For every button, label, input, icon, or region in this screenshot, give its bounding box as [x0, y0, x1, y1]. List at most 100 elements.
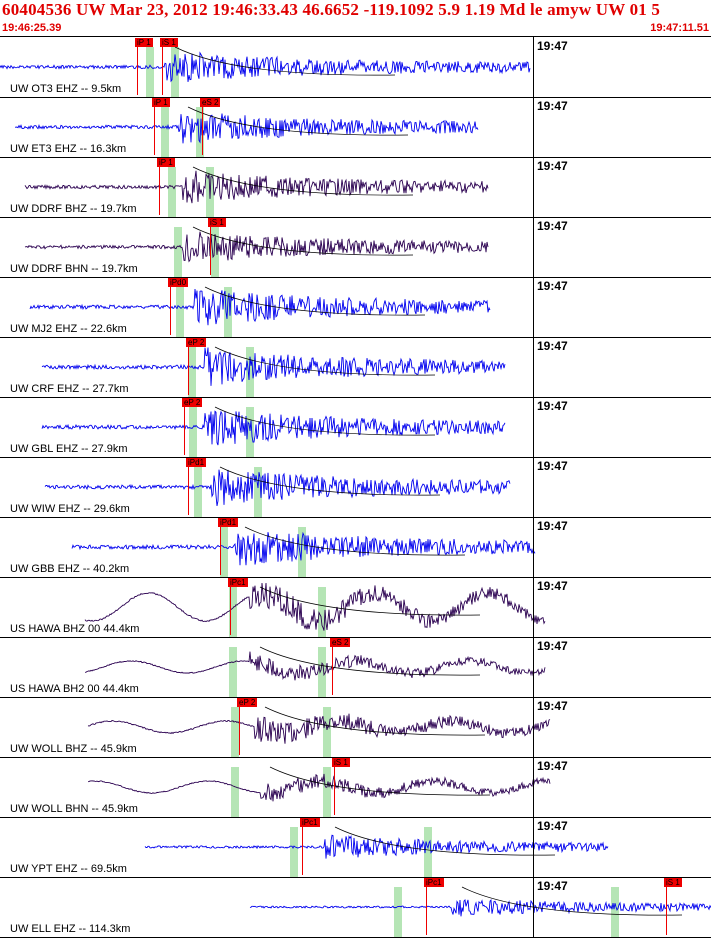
waveform-trace	[24, 226, 489, 263]
phase-window-band	[318, 647, 326, 697]
phase-pick-label[interactable]: iS 1	[208, 218, 226, 227]
seismogram-panel[interactable]: iP 1 iS 1 19:47 UW OT3 EHZ -- 9.5km	[0, 37, 711, 98]
phase-pick-label[interactable]: iPc1	[228, 578, 248, 587]
seismogram-panel[interactable]: iP 1 19:47 UW DDRF BHZ -- 19.7km	[0, 157, 711, 218]
time-mark-line	[533, 637, 534, 697]
waveform-path	[44, 469, 511, 506]
seismogram-panel[interactable]: iPd1 19:47 UW WIW EHZ -- 29.6km	[0, 457, 711, 518]
phase-window-band	[254, 467, 262, 517]
panel-time-mark: 19:47	[537, 879, 568, 893]
seismogram-panel[interactable]: eP 2 19:47 UW WOLL BHZ -- 45.9km	[0, 697, 711, 758]
phase-pick-label[interactable]: iPc1	[300, 818, 320, 827]
waveform-path	[29, 288, 491, 326]
waveform-path	[24, 170, 489, 204]
phase-pick-label[interactable]: eS 2	[330, 638, 351, 647]
phase-window-band	[224, 287, 232, 337]
station-channel-label: US HAWA BH2 00 44.4km	[10, 683, 139, 695]
station-channel-label: US HAWA BHZ 00 44.4km	[10, 623, 140, 635]
waveform-trace	[41, 406, 506, 446]
seismogram-panel[interactable]: eP 2 19:47 UW CRF EHZ -- 27.7km	[0, 337, 711, 398]
seismogram-panel[interactable]: eP 2 19:47 UW GBL EHZ -- 27.9km	[0, 397, 711, 458]
seismogram-panel[interactable]: iPc1 iS 1 19:47 UW ELL EHZ -- 114.3km	[0, 877, 711, 938]
phase-window-band	[189, 407, 197, 457]
phase-window-band	[188, 347, 196, 397]
time-mark-line	[533, 577, 534, 637]
waveform-path	[0, 51, 531, 83]
phase-window-band	[194, 467, 202, 517]
seismogram-panel[interactable]: iS 1 19:47 UW DDRF BHN -- 19.7km	[0, 217, 711, 278]
waveform-path	[249, 899, 711, 917]
waveform-path	[15, 113, 479, 144]
phase-window-band	[146, 47, 154, 97]
waveform-trace	[84, 646, 546, 681]
waveform-path	[41, 347, 506, 386]
phase-window-band	[611, 887, 619, 937]
waveform-trace	[15, 106, 479, 144]
phase-pick-marker	[239, 707, 240, 755]
waveform-trace	[144, 826, 609, 859]
seismogram-panel[interactable]: iPc1 19:47 UW YPT EHZ -- 69.5km	[0, 817, 711, 878]
phase-pick-label[interactable]: eS 2	[200, 98, 221, 107]
phase-pick-label[interactable]: iP 1	[152, 98, 170, 107]
station-channel-label: UW ELL EHZ -- 114.3km	[10, 923, 131, 935]
waveform-trace	[84, 582, 546, 631]
phase-pick-label[interactable]: iP 1	[157, 158, 175, 167]
station-channel-label: UW OT3 EHZ -- 9.5km	[10, 83, 122, 95]
seismogram-panel[interactable]: iPd0 19:47 UW MJ2 EHZ -- 22.6km	[0, 277, 711, 338]
phase-pick-label[interactable]: eP 2	[182, 398, 203, 407]
phase-window-band	[323, 767, 331, 817]
seismogram-panel[interactable]: iPd1 19:47 UW GBB EHZ -- 40.2km	[0, 517, 711, 578]
seismogram-panel[interactable]: iP 1 eS 2 19:47 UW ET3 EHZ -- 16.3km	[0, 97, 711, 158]
coda-decay-curve	[259, 646, 481, 676]
phase-pick-marker	[210, 227, 211, 275]
station-channel-label: UW CRF EHZ -- 27.7km	[10, 383, 129, 395]
phase-window-band	[394, 887, 402, 937]
phase-pick-label[interactable]: iS 1	[664, 878, 682, 887]
panel-time-mark: 19:47	[537, 819, 568, 833]
coda-decay-curve	[264, 706, 486, 736]
phase-pick-label[interactable]: iPd0	[168, 278, 189, 287]
phase-pick-label[interactable]: iPc1	[424, 878, 444, 887]
time-mark-line	[533, 517, 534, 577]
phase-pick-marker	[334, 767, 335, 815]
phase-pick-label[interactable]: iS 1	[160, 38, 178, 47]
coda-decay-curve	[219, 466, 441, 496]
phase-pick-label[interactable]: eP 2	[237, 698, 258, 707]
station-channel-label: UW DDRF BHN -- 19.7km	[10, 263, 138, 275]
phase-pick-marker	[184, 407, 185, 455]
seismogram-panel[interactable]: iS 1 19:47 UW WOLL BHN -- 45.9km	[0, 757, 711, 818]
phase-window-band	[323, 707, 331, 757]
waveform-path	[144, 834, 609, 859]
coda-decay-curve	[334, 826, 556, 856]
waveform-path	[24, 231, 489, 263]
phase-window-band	[168, 167, 176, 217]
time-mark-line	[533, 697, 534, 757]
coda-decay-curve	[214, 406, 436, 436]
phase-pick-marker	[154, 107, 155, 155]
phase-pick-label[interactable]: iP 1	[135, 38, 153, 47]
waveform-trace	[44, 466, 511, 506]
phase-pick-label[interactable]: eP 2	[186, 338, 207, 347]
panel-time-mark: 19:47	[537, 579, 568, 593]
station-channel-label: UW ET3 EHZ -- 16.3km	[10, 143, 127, 155]
time-mark-line	[533, 157, 534, 217]
phase-window-band	[290, 827, 298, 877]
window-end-time: 19:47:11.51	[650, 22, 709, 34]
phase-pick-label[interactable]: iPd1	[218, 518, 239, 527]
seismogram-panel[interactable]: iPc1 19:47 US HAWA BHZ 00 44.4km	[0, 577, 711, 638]
waveform-trace	[29, 286, 491, 326]
phase-pick-label[interactable]: iS 1	[332, 758, 350, 767]
coda-decay-curve	[259, 586, 481, 616]
coda-decay-curve	[269, 766, 491, 796]
phase-window-band	[220, 527, 228, 577]
phase-pick-marker	[137, 47, 138, 95]
coda-decay-curve	[214, 346, 436, 376]
panel-time-mark: 19:47	[537, 279, 568, 293]
waveform-trace	[249, 886, 711, 917]
coda-decay-curve	[192, 166, 414, 196]
phase-window-band	[424, 827, 432, 877]
phase-window-band	[231, 767, 239, 817]
seismogram-panel[interactable]: eS 2 19:47 US HAWA BH2 00 44.4km	[0, 637, 711, 698]
phase-pick-label[interactable]: iPd1	[186, 458, 207, 467]
phase-window-band	[161, 107, 169, 157]
